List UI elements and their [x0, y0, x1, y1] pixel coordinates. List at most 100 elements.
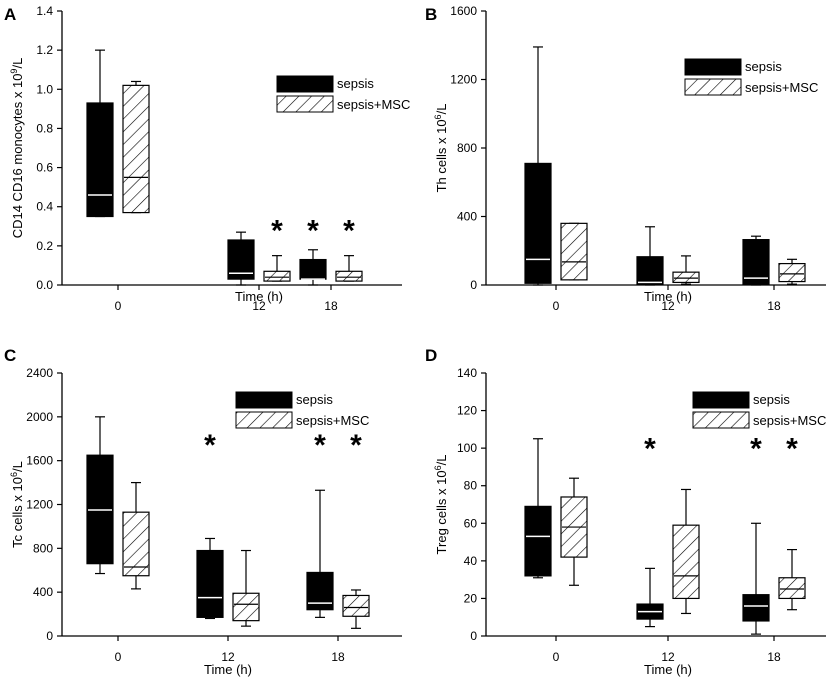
y-tick-label: 1600 [26, 454, 53, 468]
sepsis-msc-box-t12 [672, 488, 700, 615]
box-body [742, 239, 770, 285]
y-tick-label: 20 [464, 591, 478, 605]
x-tick-label: 0 [115, 650, 122, 664]
legend-swatch-sepsis [684, 58, 742, 76]
y-tick-label: 80 [464, 479, 478, 493]
sepsis-msc-box-t18 [342, 589, 370, 629]
sepsis-box-t18 [742, 522, 770, 635]
y-tick-label: 400 [457, 210, 477, 224]
y-tick-label: 1200 [450, 73, 477, 87]
y-tick-label: 0.2 [36, 239, 53, 253]
x-tick-label: 0 [115, 299, 122, 313]
box-body [232, 592, 260, 622]
sepsis-box-t0 [86, 49, 114, 218]
sepsis-box-t0 [524, 46, 552, 286]
x-tick-label: 0 [553, 650, 560, 664]
significance-asterisk: * [271, 214, 283, 247]
y-tick-label: 0.4 [36, 200, 53, 214]
legend-swatch-sepsis [235, 391, 293, 409]
box-body [122, 84, 150, 214]
box-body [342, 594, 370, 617]
sepsis-box-t12 [636, 226, 664, 286]
y-tick-label: 60 [464, 516, 478, 530]
box-body [778, 262, 806, 283]
sepsis-box-t18 [306, 489, 334, 618]
sepsis-msc-box-t12 [232, 549, 260, 627]
panel-label: D [425, 346, 437, 365]
legend-label-sepsis: sepsis [753, 392, 790, 407]
x-tick-label: 18 [331, 650, 345, 664]
legend-swatch-sepsis-msc [692, 411, 750, 429]
legend: sepsis sepsis+MSC [692, 391, 826, 429]
legend-label-sepsis: sepsis [745, 59, 782, 74]
legend-label-sepsis: sepsis [337, 76, 374, 91]
legend-label-sepsis-msc: sepsis+MSC [745, 80, 818, 95]
box-body [672, 271, 700, 284]
x-tick-label: 12 [661, 650, 675, 664]
sepsis-msc-box-t0 [560, 222, 588, 281]
chart-panel-c: C 0 400 800 1200 1600 2000 2400 0 12 18 Time (h) Tc … [4, 346, 402, 677]
sepsis-box-t12 [636, 567, 664, 628]
x-tick-label: 12 [252, 299, 266, 313]
sepsis-msc-box-t12 [263, 255, 291, 282]
box-body [306, 571, 334, 611]
box-body [778, 577, 806, 600]
legend-label-sepsis: sepsis [296, 392, 333, 407]
significance-asterisk: * [307, 214, 319, 247]
y-tick-label: 0 [46, 629, 53, 643]
x-tick-label: 0 [553, 299, 560, 313]
significance-asterisk: * [750, 432, 762, 465]
box-body [524, 162, 552, 284]
significance-asterisk: * [204, 429, 216, 462]
significance-asterisk: * [350, 429, 362, 462]
y-tick-label: 1200 [26, 498, 53, 512]
y-tick-label: 0.6 [36, 161, 53, 175]
sepsis-msc-box-t18 [778, 548, 806, 611]
panel-label: C [4, 346, 16, 365]
legend: sepsis sepsis+MSC [684, 58, 818, 96]
y-tick-label: 1600 [450, 4, 477, 18]
y-tick-label: 0.0 [36, 278, 53, 292]
sepsis-msc-box-t0 [560, 477, 588, 586]
legend-label-sepsis-msc: sepsis+MSC [296, 413, 369, 428]
box-body [672, 524, 700, 600]
y-tick-label: 100 [457, 441, 477, 455]
x-tick-label: 18 [767, 650, 781, 664]
significance-asterisk: * [314, 429, 326, 462]
y-tick-label: 800 [457, 141, 477, 155]
significance-asterisk: * [644, 432, 656, 465]
x-tick-label: 18 [767, 299, 781, 313]
sepsis-msc-box-t18 [335, 255, 363, 282]
y-axis-label: CD14 CD16 monocytes x 109/L [9, 58, 25, 239]
x-tick-label: 12 [661, 299, 675, 313]
sepsis-box-t18 [299, 249, 327, 286]
box-body [742, 594, 770, 622]
chart-panel-d: D 0 20 40 60 80 100 120 140 0 12 18 Time (h) Treg cel… [425, 346, 826, 677]
sepsis-msc-box-t12 [672, 255, 700, 285]
sepsis-box-t0 [524, 438, 552, 579]
x-axis-label: Time (h) [204, 662, 252, 677]
x-tick-label: 12 [221, 650, 235, 664]
box-body [524, 505, 552, 577]
x-axis-label: Time (h) [644, 662, 692, 677]
legend-swatch-sepsis [276, 75, 334, 93]
legend-swatch-sepsis-msc [684, 78, 742, 96]
y-tick-label: 120 [457, 404, 477, 418]
x-tick-label: 18 [324, 299, 338, 313]
box-body [335, 270, 363, 282]
chart-panel-a: A 0.0 0.2 0.4 0.6 0.8 1.0 1.2 1.4 0 12 18 Time (h) CD… [4, 4, 410, 313]
y-tick-label: 1.2 [36, 43, 53, 57]
y-tick-label: 0 [470, 278, 477, 292]
y-tick-label: 400 [33, 585, 53, 599]
sepsis-box-t12 [196, 537, 224, 620]
box-body [122, 511, 150, 577]
box-body [560, 222, 588, 281]
legend-swatch-sepsis-msc [235, 411, 293, 429]
y-tick-label: 800 [33, 541, 53, 555]
y-tick-label: 1.0 [36, 82, 53, 96]
legend: sepsis sepsis+MSC [276, 75, 410, 113]
x-axis-label: Time (h) [644, 289, 692, 304]
y-tick-label: 2400 [26, 366, 53, 380]
box-body [263, 270, 291, 282]
